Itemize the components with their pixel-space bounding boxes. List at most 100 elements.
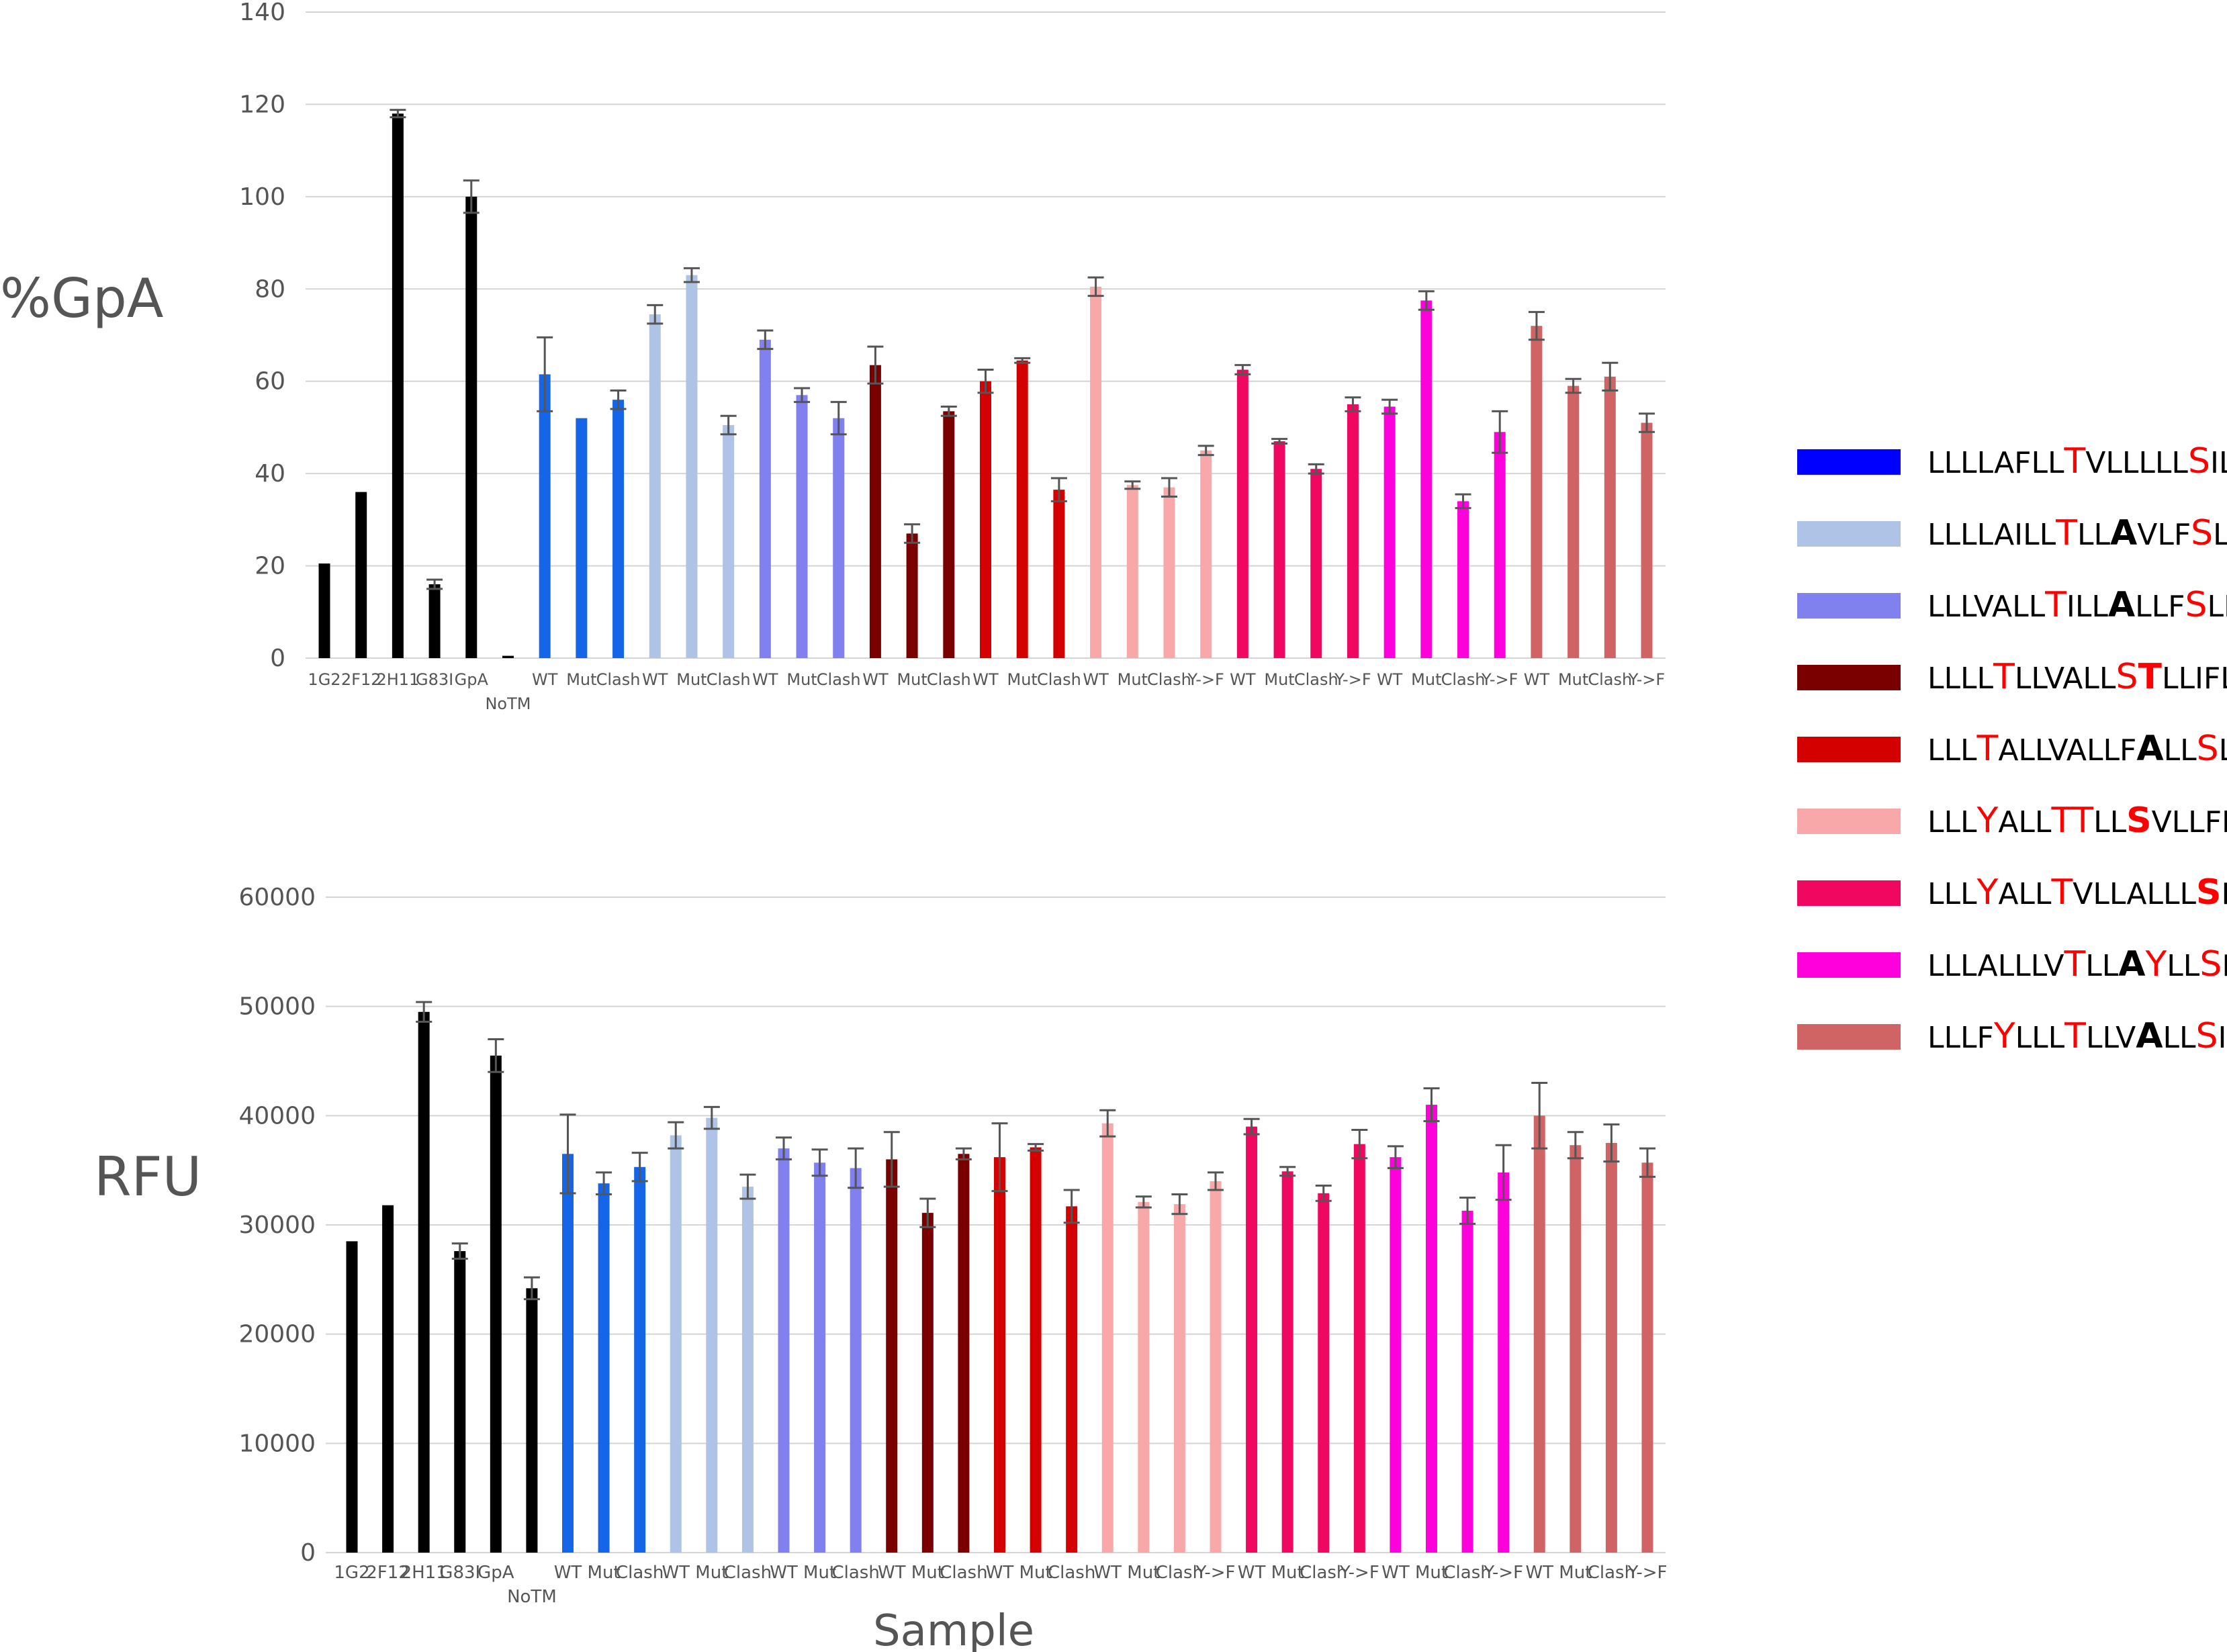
rfu-bar [1570,1145,1582,1553]
gpa-error-bar [1161,477,1177,498]
rfu-bar [921,1213,934,1553]
sequence-segment: S [2191,513,2213,553]
rfu-error-bar [451,1242,468,1260]
sequence-segment: LL [2164,733,2197,768]
rfu-error-bar [1567,1131,1584,1160]
gpa-y-tick-label: 40 [255,460,285,488]
gpa-bars [318,113,1653,659]
rfu-error-bar [416,1001,433,1023]
sequence-segment: LLLLAFLL [1927,446,2064,480]
gpa-error-bar [463,179,480,214]
rfu-bar [1101,1123,1114,1553]
gpa-error-bar [1087,276,1104,297]
sequence-segment: VLF [2137,518,2191,552]
gpa-bar [1494,432,1506,658]
rfu-error-bar [596,1171,612,1195]
sequence-segment: LLV [2086,1021,2136,1055]
rfu-x-tick-label: Mut [1019,1563,1052,1583]
gpa-error-bar [1234,364,1251,375]
sequence-segment: A [2136,729,2163,769]
sequence-segment: LL [2085,949,2119,983]
legend-swatch [1797,593,1901,618]
gpa-bar [1273,441,1285,658]
gpa-error-bar [757,329,774,351]
gpa-bar [539,374,551,658]
rfu-error-bar [1531,1082,1548,1150]
legend-swatch [1797,449,1901,475]
rfu-x-tick-label: Clash [831,1563,879,1583]
sequence-segment: S [2116,657,2138,697]
rfu-error-bar [1208,1171,1224,1191]
gpa-bar [943,411,955,658]
rfu-error-bars [416,1001,1655,1301]
rfu-bar [706,1117,718,1553]
gpa-error-bars [390,109,1655,590]
sequence-segment: LLLVALL [1927,590,2046,624]
gpa-error-bar [1345,396,1361,412]
rfu-error-bar [991,1122,1008,1193]
gpa-bar [686,275,698,659]
rfu-bar [1246,1126,1258,1553]
rfu-x-tick-label: WT [878,1563,906,1583]
gpa-error-bar [1381,398,1398,415]
rfu-error-bar [1423,1087,1440,1122]
legend-sequence-label: LLLYALLTVLLALLLSFL [1927,872,2227,913]
gpa-x-tick-label: WT [972,670,999,689]
gpa-y-tick-labels: 0 20 40 60 80 100 120 140 [239,0,285,672]
legend-swatch [1797,737,1901,762]
gpa-x-tick-label: Mut [1118,670,1148,689]
rfu-error-bar [919,1197,936,1228]
rfu-bar [1210,1181,1222,1553]
gpa-error-bar [1014,357,1031,364]
sequence-segment: ALL [1998,805,2052,839]
gpa-x-tick-label: Clash [1147,670,1191,689]
gpa-bar [1641,422,1653,658]
gpa-error-bar [1565,377,1582,394]
sequence-segment: TT [2050,800,2093,841]
rfu-bars [346,1011,1653,1553]
rfu-bar [1173,1204,1185,1553]
sequence-segment: S [2185,585,2208,625]
rfu-error-bar [811,1148,828,1177]
sequence-segment: ALLVALLF [1998,733,2136,768]
gpa-x-tick-label: WT [642,670,668,689]
sequence-segment: LL [2208,590,2227,624]
gpa-x-tick-label: WT [1377,670,1403,689]
gpa-error-bar [1418,290,1435,311]
gpa-error-bar [1197,445,1214,457]
sequence-segment: A [2108,585,2135,625]
gpa-bar [1236,369,1248,658]
gpa-bar [1383,406,1396,658]
gpa-bar [318,563,330,658]
gpa-bar [1604,376,1616,658]
sequence-segment: A [2110,513,2137,553]
rfu-bar [1390,1157,1402,1553]
rfu-error-bar [703,1105,720,1130]
rfu-error-bar [1495,1144,1512,1201]
rfu-error-bar [776,1136,792,1160]
rfu-bar [382,1205,394,1553]
gpa-x-tick-label: WT [1524,670,1550,689]
rfu-bar [346,1241,358,1553]
rfu-x-tick-label: 2H11 [401,1563,447,1583]
sequence-segment: IL [2210,446,2227,480]
gpa-x-tick-label: WT [532,670,558,689]
gpa-y-tick-label: 60 [255,368,285,396]
gpa-bar [649,314,661,658]
gpa-bar [833,418,845,658]
rfu-x-tick-label: WT [770,1563,798,1583]
rfu-bar [1533,1115,1545,1553]
sequence-segment: S [2197,729,2219,769]
sequence-segment: Y [2145,944,2167,984]
sequence-segment: T [2050,872,2073,913]
rfu-error-bar [1639,1147,1655,1178]
gpa-error-bar [1271,438,1288,445]
gpa-bar [502,655,514,658]
